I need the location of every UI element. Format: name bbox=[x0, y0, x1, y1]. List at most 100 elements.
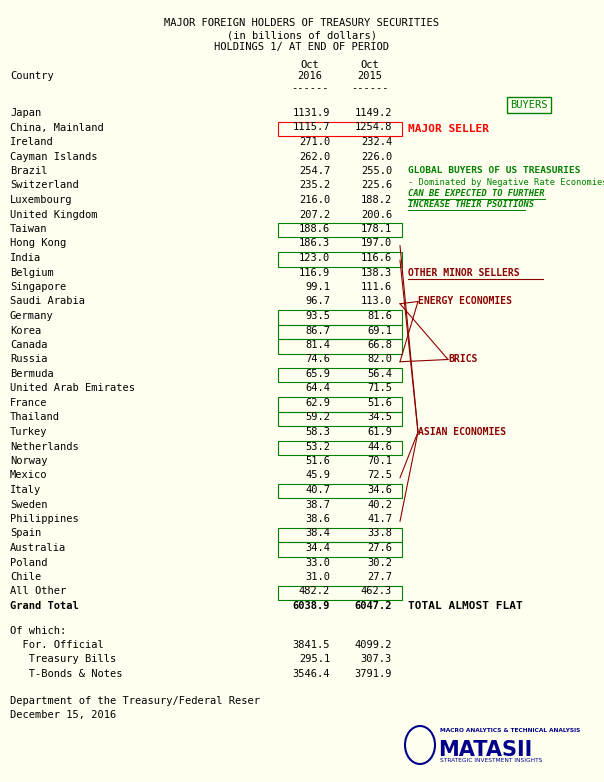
Text: 30.2: 30.2 bbox=[367, 558, 392, 568]
Text: 178.1: 178.1 bbox=[361, 224, 392, 234]
Text: Norway: Norway bbox=[10, 456, 48, 466]
Text: 462.3: 462.3 bbox=[361, 586, 392, 597]
Text: CAN BE EXPECTED TO FURTHER: CAN BE EXPECTED TO FURTHER bbox=[408, 189, 544, 198]
Text: France: France bbox=[10, 398, 48, 408]
Text: 56.4: 56.4 bbox=[367, 369, 392, 379]
Text: 81.4: 81.4 bbox=[305, 340, 330, 350]
Text: MACRO ANALYTICS & TECHNICAL ANALYSIS: MACRO ANALYTICS & TECHNICAL ANALYSIS bbox=[440, 728, 580, 733]
Text: United Kingdom: United Kingdom bbox=[10, 210, 97, 220]
Text: 41.7: 41.7 bbox=[367, 514, 392, 524]
Text: All Other: All Other bbox=[10, 586, 66, 597]
Text: 40.2: 40.2 bbox=[367, 500, 392, 510]
Text: 34.4: 34.4 bbox=[305, 543, 330, 553]
Text: 34.5: 34.5 bbox=[367, 412, 392, 422]
Text: MAJOR FOREIGN HOLDERS OF TREASURY SECURITIES: MAJOR FOREIGN HOLDERS OF TREASURY SECURI… bbox=[164, 18, 440, 28]
Text: Canada: Canada bbox=[10, 340, 48, 350]
Text: 254.7: 254.7 bbox=[299, 166, 330, 176]
Text: 38.7: 38.7 bbox=[305, 500, 330, 510]
Text: 58.3: 58.3 bbox=[305, 427, 330, 437]
Text: Italy: Italy bbox=[10, 485, 41, 495]
Text: MAJOR SELLER: MAJOR SELLER bbox=[408, 124, 489, 135]
Text: 74.6: 74.6 bbox=[305, 354, 330, 364]
Text: 138.3: 138.3 bbox=[361, 267, 392, 278]
Text: Thailand: Thailand bbox=[10, 412, 60, 422]
Text: Oct: Oct bbox=[301, 60, 320, 70]
Text: 69.1: 69.1 bbox=[367, 325, 392, 335]
Text: 188.2: 188.2 bbox=[361, 195, 392, 205]
Text: India: India bbox=[10, 253, 41, 263]
Text: Russia: Russia bbox=[10, 354, 48, 364]
Text: 116.6: 116.6 bbox=[361, 253, 392, 263]
Text: BUYERS: BUYERS bbox=[510, 100, 547, 110]
Text: 216.0: 216.0 bbox=[299, 195, 330, 205]
Text: 113.0: 113.0 bbox=[361, 296, 392, 307]
Text: 116.9: 116.9 bbox=[299, 267, 330, 278]
Text: 207.2: 207.2 bbox=[299, 210, 330, 220]
Text: 6038.9: 6038.9 bbox=[292, 601, 330, 611]
Text: 225.6: 225.6 bbox=[361, 181, 392, 191]
Text: Spain: Spain bbox=[10, 529, 41, 539]
Text: Ireland: Ireland bbox=[10, 137, 54, 147]
Text: BRICS: BRICS bbox=[448, 354, 477, 364]
Text: 81.6: 81.6 bbox=[367, 311, 392, 321]
Text: 3841.5: 3841.5 bbox=[292, 640, 330, 650]
Text: STRATEGIC INVESTMENT INSIGHTS: STRATEGIC INVESTMENT INSIGHTS bbox=[440, 758, 542, 763]
Text: Oct: Oct bbox=[361, 60, 379, 70]
Text: Luxembourg: Luxembourg bbox=[10, 195, 72, 205]
Text: Sweden: Sweden bbox=[10, 500, 48, 510]
Text: Saudi Arabia: Saudi Arabia bbox=[10, 296, 85, 307]
Text: 71.5: 71.5 bbox=[367, 383, 392, 393]
Text: Netherlands: Netherlands bbox=[10, 442, 79, 451]
Text: Grand Total: Grand Total bbox=[10, 601, 79, 611]
Text: 226.0: 226.0 bbox=[361, 152, 392, 162]
Text: 6047.2: 6047.2 bbox=[355, 601, 392, 611]
Text: 59.2: 59.2 bbox=[305, 412, 330, 422]
Text: 82.0: 82.0 bbox=[367, 354, 392, 364]
Text: 255.0: 255.0 bbox=[361, 166, 392, 176]
Text: 65.9: 65.9 bbox=[305, 369, 330, 379]
Text: Cayman Islands: Cayman Islands bbox=[10, 152, 97, 162]
Text: Poland: Poland bbox=[10, 558, 48, 568]
Text: 27.6: 27.6 bbox=[367, 543, 392, 553]
Text: 235.2: 235.2 bbox=[299, 181, 330, 191]
Text: 72.5: 72.5 bbox=[367, 471, 392, 480]
Text: 2016: 2016 bbox=[298, 71, 323, 81]
Text: Korea: Korea bbox=[10, 325, 41, 335]
Text: 64.4: 64.4 bbox=[305, 383, 330, 393]
Text: 44.6: 44.6 bbox=[367, 442, 392, 451]
Text: For. Official: For. Official bbox=[10, 640, 104, 650]
Text: 188.6: 188.6 bbox=[299, 224, 330, 234]
Text: 93.5: 93.5 bbox=[305, 311, 330, 321]
Text: GLOBAL BUYERS OF US TREASURIES: GLOBAL BUYERS OF US TREASURIES bbox=[408, 166, 580, 175]
Text: Bermuda: Bermuda bbox=[10, 369, 54, 379]
Text: 4099.2: 4099.2 bbox=[355, 640, 392, 650]
Text: 31.0: 31.0 bbox=[305, 572, 330, 582]
Text: December 15, 2016: December 15, 2016 bbox=[10, 710, 116, 720]
Text: United Arab Emirates: United Arab Emirates bbox=[10, 383, 135, 393]
Text: 1149.2: 1149.2 bbox=[355, 108, 392, 118]
Text: 123.0: 123.0 bbox=[299, 253, 330, 263]
Text: Department of the Treasury/Federal Reser: Department of the Treasury/Federal Reser bbox=[10, 695, 260, 705]
Text: 38.4: 38.4 bbox=[305, 529, 330, 539]
Text: 99.1: 99.1 bbox=[305, 282, 330, 292]
Text: 186.3: 186.3 bbox=[299, 239, 330, 249]
Text: INCREASE THEIR PSOITIONS: INCREASE THEIR PSOITIONS bbox=[408, 200, 534, 209]
Text: 295.1: 295.1 bbox=[299, 655, 330, 665]
Text: 200.6: 200.6 bbox=[361, 210, 392, 220]
Text: Brazil: Brazil bbox=[10, 166, 48, 176]
Text: 1131.9: 1131.9 bbox=[292, 108, 330, 118]
Text: ENERGY ECONOMIES: ENERGY ECONOMIES bbox=[418, 296, 512, 307]
Text: Singapore: Singapore bbox=[10, 282, 66, 292]
Text: HOLDINGS 1/ AT END OF PERIOD: HOLDINGS 1/ AT END OF PERIOD bbox=[214, 42, 390, 52]
Text: Japan: Japan bbox=[10, 108, 41, 118]
Text: 1254.8: 1254.8 bbox=[355, 123, 392, 132]
Text: 40.7: 40.7 bbox=[305, 485, 330, 495]
Text: Country: Country bbox=[10, 71, 54, 81]
Text: 86.7: 86.7 bbox=[305, 325, 330, 335]
Text: China, Mainland: China, Mainland bbox=[10, 123, 104, 132]
Text: 3546.4: 3546.4 bbox=[292, 669, 330, 679]
Text: Of which:: Of which: bbox=[10, 626, 66, 636]
Text: ------: ------ bbox=[291, 83, 329, 93]
Text: 51.6: 51.6 bbox=[367, 398, 392, 408]
Text: 262.0: 262.0 bbox=[299, 152, 330, 162]
